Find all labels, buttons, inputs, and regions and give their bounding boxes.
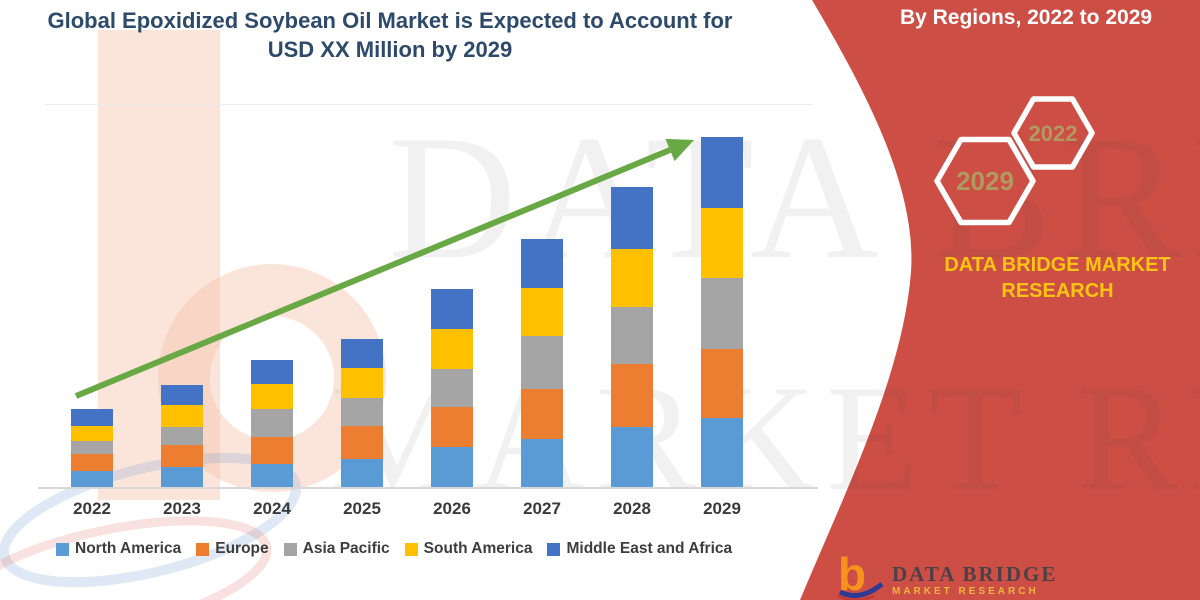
bar-segment-2027-south-america [521, 288, 563, 336]
legend-item-middle-east-and-africa: Middle East and Africa [547, 540, 732, 558]
bar-segment-2022-asia-pacific [71, 441, 113, 454]
logo-b-monogram-icon: b [837, 552, 884, 600]
footer-logo-name: DATA BRIDGE [892, 562, 1058, 586]
bar-segment-2027-asia-pacific [521, 336, 563, 389]
legend-swatch-europe [196, 542, 210, 556]
bar-segment-2022-north-america [71, 471, 113, 487]
bar-segment-2025-north-america [341, 459, 383, 487]
bar-2023 [161, 385, 203, 487]
legend-swatch-middle-east-and-africa [547, 542, 561, 556]
legend-label-europe: Europe [215, 540, 269, 557]
bar-segment-2026-middle-east-and-africa [431, 289, 473, 329]
bar-segment-2028-middle-east-and-africa [611, 187, 653, 249]
panel-heading: By Regions, 2022 to 2029 [899, 6, 1153, 29]
bar-segment-2027-north-america [521, 439, 563, 487]
hexagon-2029: 2029 [934, 136, 1036, 226]
panel-brand-line1: DATA BRIDGE MARKET [944, 254, 1171, 276]
x-axis-label-2025: 2025 [343, 499, 381, 518]
bar-segment-2027-middle-east-and-africa [521, 239, 563, 288]
page-title-line2: USD XX Million by 2029 [267, 37, 513, 62]
bar-segment-2028-europe [611, 364, 653, 427]
bar-segment-2022-south-america [71, 426, 113, 441]
bar-segment-2026-europe [431, 407, 473, 447]
bar-2027 [521, 239, 563, 487]
legend-label-south-america: South America [423, 540, 533, 557]
bar-segment-2027-europe [521, 389, 563, 439]
bar-2025 [341, 339, 383, 487]
legend-item-north-america: North America [56, 540, 181, 558]
bar-segment-2025-asia-pacific [341, 398, 383, 426]
bar-segment-2024-south-america [251, 384, 293, 409]
legend-item-south-america: South America [404, 540, 533, 558]
bar-segment-2029-south-america [701, 208, 743, 278]
hexagon-2022-label: 2022 [1029, 121, 1078, 146]
bar-segment-2023-europe [161, 445, 203, 467]
x-axis-label-2026: 2026 [433, 499, 471, 518]
bar-segment-2025-middle-east-and-africa [341, 339, 383, 368]
chart-legend: North America Europe Asia Pacific South Ame… [56, 540, 732, 558]
x-axis-line [38, 487, 818, 489]
hexagon-2029-label: 2029 [956, 166, 1014, 196]
legend-item-asia-pacific: Asia Pacific [283, 540, 390, 558]
page-title: Global Epoxidized Soybean Oil Market is … [40, 6, 740, 64]
bar-segment-2026-south-america [431, 329, 473, 369]
bar-segment-2023-middle-east-and-africa [161, 385, 203, 405]
bar-segment-2029-middle-east-and-africa [701, 137, 743, 208]
legend-label-asia-pacific: Asia Pacific [302, 540, 390, 557]
legend-item-europe: Europe [196, 540, 269, 558]
bar-segment-2024-middle-east-and-africa [251, 360, 293, 384]
bar-segment-2023-asia-pacific [161, 427, 203, 445]
year-hexagons: 2022 2029 [934, 96, 1095, 226]
bar-segment-2023-south-america [161, 405, 203, 427]
panel-brand-line2: RESEARCH [1001, 280, 1114, 302]
legend-swatch-south-america [404, 542, 418, 556]
bar-2022 [71, 409, 113, 487]
footer-logo: b DATA BRIDGE MARKET RESEARCH [836, 552, 1096, 600]
bar-segment-2024-europe [251, 437, 293, 464]
bar-segment-2028-asia-pacific [611, 307, 653, 364]
bar-2029 [701, 137, 743, 487]
bar-segment-2022-europe [71, 454, 113, 471]
bar-2028 [611, 187, 653, 487]
x-axis-label-2023: 2023 [163, 499, 201, 518]
bar-2026 [431, 289, 473, 487]
bar-segment-2023-north-america [161, 467, 203, 487]
plot-top-gridline [45, 104, 813, 105]
bar-segment-2026-north-america [431, 447, 473, 487]
bar-segment-2028-north-america [611, 427, 653, 487]
bar-segment-2029-north-america [701, 418, 743, 487]
bar-segment-2029-asia-pacific [701, 278, 743, 349]
x-axis-label-2022: 2022 [73, 499, 111, 518]
hexagon-2022: 2022 [1011, 96, 1095, 170]
bar-segment-2026-asia-pacific [431, 369, 473, 407]
x-axis-label-2027: 2027 [523, 499, 561, 518]
legend-label-north-america: North America [75, 540, 182, 557]
bar-segment-2025-south-america [341, 368, 383, 398]
bar-segment-2028-south-america [611, 249, 653, 307]
bar-segment-2029-europe [701, 349, 743, 418]
legend-swatch-north-america [56, 542, 69, 556]
bar-2024 [251, 360, 293, 487]
bar-segment-2024-north-america [251, 464, 293, 487]
bar-segment-2024-asia-pacific [251, 409, 293, 437]
bar-segment-2025-europe [341, 426, 383, 459]
x-axis-label-2029: 2029 [703, 499, 741, 518]
legend-swatch-asia-pacific [283, 542, 297, 556]
x-axis-label-2028: 2028 [613, 499, 651, 518]
panel-brand-text: DATA BRIDGE MARKET RESEARCH [925, 252, 1190, 304]
footer-logo-sub: MARKET RESEARCH [892, 586, 1039, 597]
x-axis-label-2024: 2024 [253, 499, 291, 518]
legend-label-middle-east-and-africa: Middle East and Africa [566, 540, 733, 557]
page-title-line1: Global Epoxidized Soybean Oil Market is … [47, 8, 733, 33]
bar-segment-2022-middle-east-and-africa [71, 409, 113, 426]
